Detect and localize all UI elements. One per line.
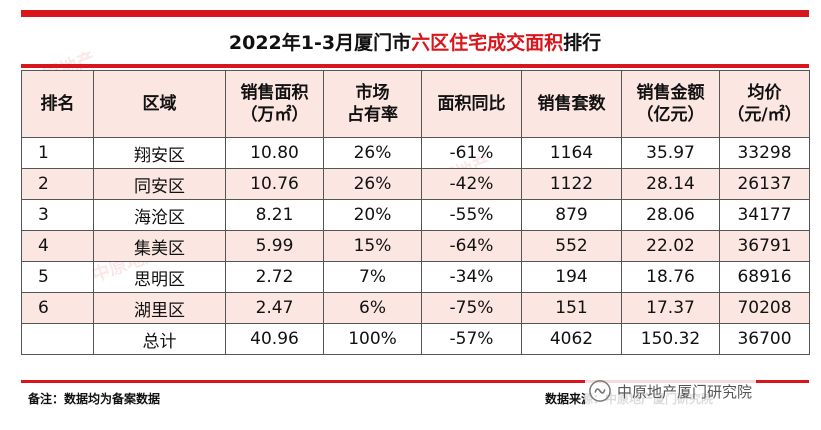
- header-rank: 排名: [21, 70, 94, 138]
- header-sales-amount: 销售金额 （亿元）: [621, 70, 720, 138]
- title-underline: [21, 64, 809, 68]
- sales-amount-cell: 18.76: [621, 261, 720, 293]
- units-sold-cell: 879: [521, 199, 622, 231]
- sales-area-cell: 2.72: [225, 261, 324, 293]
- avg-price-cell: 68916: [719, 261, 810, 293]
- sales-amount-cell: 17.37: [621, 292, 720, 324]
- market-share-cell: 20%: [323, 199, 422, 231]
- units-sold-cell: 552: [521, 230, 622, 262]
- sales-amount-cell: 150.32: [621, 323, 720, 355]
- units-sold-cell: 4062: [521, 323, 622, 355]
- wechat-channel-icon: [589, 380, 611, 402]
- table-row: 4 集美区 5.99 15% -64% 552 22.02 36791: [21, 230, 810, 262]
- table-row: 2 同安区 10.76 26% -42% 1122 28.14 26137: [21, 168, 810, 200]
- district-cell: 翔安区: [93, 137, 226, 169]
- sales-area-cell: 40.96: [225, 323, 324, 355]
- footer-note: 备注：数据均为备案数据: [28, 392, 161, 406]
- rank-cell: 1: [21, 137, 94, 169]
- market-share-cell: 15%: [323, 230, 422, 262]
- market-share-cell: 26%: [323, 137, 422, 169]
- footer-divider: [21, 380, 809, 383]
- brand-text: 中原地产厦门研究院: [617, 382, 753, 401]
- area-yoy-cell: -57%: [421, 323, 522, 355]
- rank-cell: 2: [21, 168, 94, 200]
- market-share-cell: 26%: [323, 168, 422, 200]
- header-units-sold: 销售套数: [521, 70, 622, 138]
- avg-price-cell: 36791: [719, 230, 810, 262]
- rank-cell: [21, 323, 94, 355]
- header-district: 区域: [93, 70, 226, 138]
- district-cell: 总计: [93, 323, 226, 355]
- sales-area-cell: 10.80: [225, 137, 324, 169]
- table-row: 5 思明区 2.72 7% -34% 194 18.76 68916: [21, 261, 810, 293]
- title-prefix: 2022年1-3月厦门市: [228, 32, 412, 54]
- market-share-cell: 7%: [323, 261, 422, 293]
- avg-price-cell: 26137: [719, 168, 810, 200]
- district-cell: 同安区: [93, 168, 226, 200]
- sales-area-cell: 5.99: [225, 230, 324, 262]
- sales-area-cell: 10.76: [225, 168, 324, 200]
- rank-cell: 6: [21, 292, 94, 324]
- header-avg-price: 均价 （元/㎡）: [719, 70, 810, 138]
- brand-badge: 中原地产厦门研究院: [585, 377, 757, 405]
- units-sold-cell: 151: [521, 292, 622, 324]
- market-share-cell: 100%: [323, 323, 422, 355]
- rank-cell: 3: [21, 199, 94, 231]
- area-yoy-cell: -55%: [421, 199, 522, 231]
- rank-cell: 5: [21, 261, 94, 293]
- area-yoy-cell: -75%: [421, 292, 522, 324]
- sales-amount-cell: 28.06: [621, 199, 720, 231]
- header-area-yoy: 面积同比: [421, 70, 522, 138]
- area-yoy-cell: -64%: [421, 230, 522, 262]
- sales-amount-cell: 28.14: [621, 168, 720, 200]
- district-cell: 湖里区: [93, 292, 226, 324]
- sales-amount-cell: 22.02: [621, 230, 720, 262]
- units-sold-cell: 1122: [521, 168, 622, 200]
- units-sold-cell: 194: [521, 261, 622, 293]
- avg-price-cell: 36700: [719, 323, 810, 355]
- header-market-share: 市场 占有率: [323, 70, 422, 138]
- table-row: 6 湖里区 2.47 6% -75% 151 17.37 70208: [21, 292, 810, 324]
- sales-amount-cell: 35.97: [621, 137, 720, 169]
- district-cell: 思明区: [93, 261, 226, 293]
- units-sold-cell: 1164: [521, 137, 622, 169]
- total-row: 总计 40.96 100% -57% 4062 150.32 36700: [21, 323, 810, 355]
- title-highlight: 六区住宅成交面积: [411, 32, 564, 54]
- market-share-cell: 6%: [323, 292, 422, 324]
- avg-price-cell: 33298: [719, 137, 810, 169]
- ranking-table: 排名 区域 销售面积 （万㎡） 市场 占有率 面积同比 销售套数 销售金额 （亿元） …: [21, 70, 810, 355]
- district-cell: 集美区: [93, 230, 226, 262]
- area-yoy-cell: -42%: [421, 168, 522, 200]
- sales-area-cell: 2.47: [225, 292, 324, 324]
- title-suffix: 排行: [563, 32, 602, 54]
- district-cell: 海沧区: [93, 199, 226, 231]
- table-row: 3 海沧区 8.21 20% -55% 879 28.06 34177: [21, 199, 810, 231]
- area-yoy-cell: -61%: [421, 137, 522, 169]
- avg-price-cell: 34177: [719, 199, 810, 231]
- area-yoy-cell: -34%: [421, 261, 522, 293]
- page-title: 2022年1-3月厦门市六区住宅成交面积排行: [21, 24, 809, 62]
- top-accent-bar: [21, 10, 809, 17]
- avg-price-cell: 70208: [719, 292, 810, 324]
- table-header-row: 排名 区域 销售面积 （万㎡） 市场 占有率 面积同比 销售套数 销售金额 （亿元） …: [21, 70, 810, 138]
- rank-cell: 4: [21, 230, 94, 262]
- header-sales-area: 销售面积 （万㎡）: [225, 70, 324, 138]
- sales-area-cell: 8.21: [225, 199, 324, 231]
- table-row: 1 翔安区 10.80 26% -61% 1164 35.97 33298: [21, 137, 810, 169]
